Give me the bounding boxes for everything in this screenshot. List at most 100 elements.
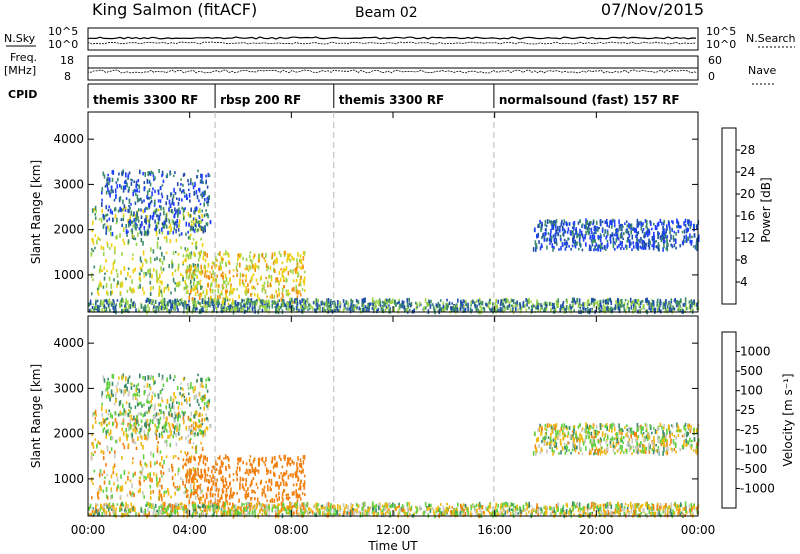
velocity-cell (295, 483, 298, 487)
power-cell (231, 302, 233, 307)
power-cell (534, 227, 536, 233)
power-cell (155, 231, 158, 237)
power-cell (204, 270, 207, 274)
power-cell (204, 190, 206, 194)
velocity-cell (187, 451, 189, 455)
velocity-cell (104, 476, 106, 479)
velocity-cell (172, 455, 175, 459)
power-cell (659, 235, 662, 240)
velocity-cell (203, 394, 205, 399)
power-cell (266, 280, 269, 286)
power-cell (379, 300, 381, 305)
velocity-cell (576, 501, 579, 506)
power-cell (179, 210, 181, 215)
velocity-cell (125, 428, 127, 433)
power-cell (177, 213, 179, 218)
power-cell (467, 307, 469, 312)
power-cell (294, 268, 296, 272)
power-cell (249, 258, 252, 262)
power-cell (651, 244, 654, 248)
power-cell (451, 302, 453, 305)
power-cell (555, 238, 558, 244)
power-cell (109, 208, 112, 214)
power-cell (300, 258, 302, 262)
velocity-cell (139, 487, 141, 493)
velocity-cell (119, 387, 121, 392)
velocity-cell (115, 507, 117, 511)
power-cell (287, 289, 289, 293)
velocity-cell (263, 461, 265, 464)
velocity-cell (103, 503, 106, 506)
velocity-cell (194, 446, 197, 451)
velocity-cell (303, 480, 306, 486)
velocity-cell (138, 431, 141, 434)
velocity-cell (107, 391, 109, 396)
power-cell (284, 254, 286, 257)
power-cell (116, 235, 118, 240)
velocity-cell (148, 400, 150, 404)
power-cell (105, 190, 108, 195)
power-cell (567, 237, 569, 241)
power-cell (184, 195, 186, 198)
velocity-cell (180, 436, 183, 440)
power-cell (241, 279, 244, 285)
power-cell (176, 223, 178, 229)
power-cell (590, 301, 593, 305)
power-cell (519, 302, 521, 305)
velocity-cell (291, 508, 294, 513)
power-cell (177, 225, 180, 230)
power-cell (188, 188, 190, 192)
power-cell (586, 306, 589, 310)
velocity-cell (88, 513, 90, 517)
power-cell (223, 253, 225, 256)
power-cell (646, 299, 649, 302)
power-cell (300, 304, 302, 309)
velocity-cell (126, 493, 129, 497)
velocity-cell (137, 383, 140, 387)
power-cell (613, 222, 616, 228)
power-cell (677, 222, 680, 226)
power-cell (138, 227, 141, 230)
velocity-cell (106, 445, 108, 449)
power-cell (296, 289, 299, 293)
velocity-cell (502, 502, 504, 507)
power-cell (125, 306, 127, 309)
power-cell (462, 309, 465, 313)
velocity-cell (309, 511, 311, 514)
power-cell (611, 232, 614, 237)
velocity-cell (257, 457, 260, 464)
velocity-cell (103, 427, 106, 430)
power-cell (645, 230, 648, 235)
velocity-cell (108, 432, 111, 436)
velocity-cell (520, 510, 523, 515)
velocity-cell (174, 375, 176, 378)
velocity-cell (148, 423, 151, 428)
power-cell (280, 253, 282, 258)
power-cell (265, 252, 267, 258)
power-cell (423, 306, 425, 312)
power-cell (264, 290, 267, 295)
power-cell (375, 299, 378, 304)
velocity-cell (215, 460, 217, 465)
power-cell (249, 265, 252, 270)
velocity-cell (255, 482, 258, 486)
velocity-cell (178, 401, 180, 405)
velocity-cell (101, 512, 104, 517)
velocity-cell (293, 461, 295, 465)
velocity-cell (684, 501, 687, 507)
power-cell (138, 198, 141, 201)
power-cell (215, 299, 218, 302)
power-cell (334, 301, 336, 305)
power-cell (177, 284, 180, 288)
power-cell (666, 247, 669, 252)
cpid-row: themis 3300 RF rbsp 200 RF themis 3300 RF n… (87, 84, 680, 108)
power-cell (232, 287, 234, 293)
power-cell (648, 306, 651, 310)
power-cell (182, 254, 185, 258)
power-cell (98, 283, 101, 287)
power-cell (683, 221, 685, 226)
power-cell (611, 220, 613, 226)
power-cell (678, 300, 681, 305)
velocity-cell (194, 470, 196, 474)
velocity-cell (280, 501, 283, 506)
